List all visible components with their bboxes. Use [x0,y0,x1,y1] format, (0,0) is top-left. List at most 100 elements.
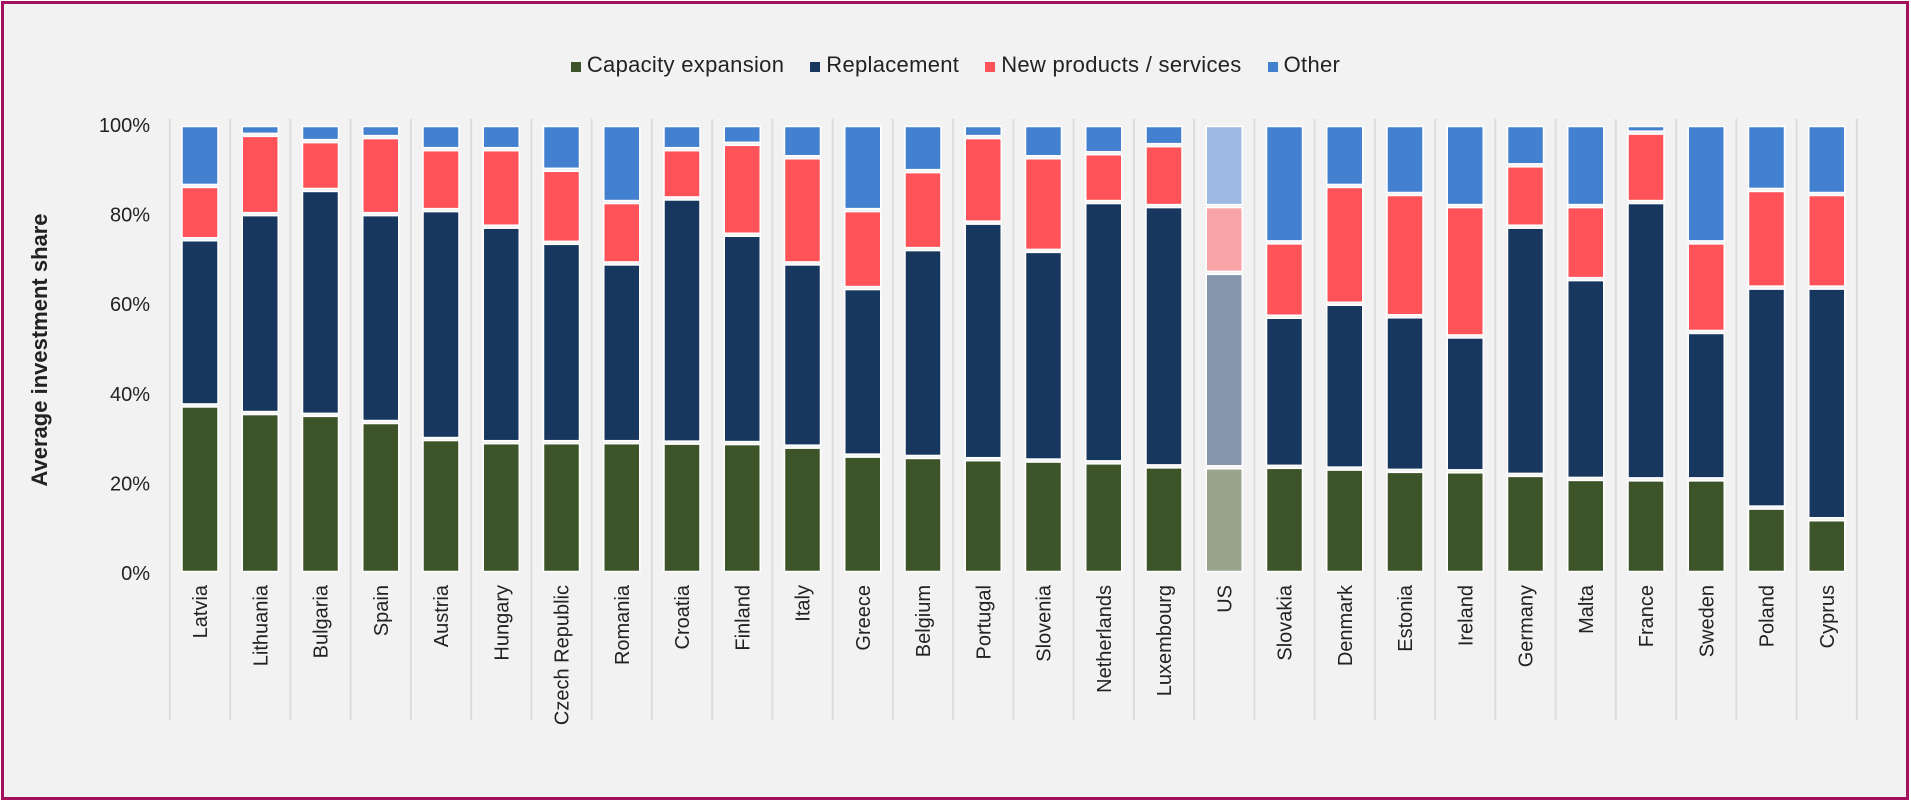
bar-segment-other [241,125,279,135]
bar-segment-replacement [241,214,279,413]
legend-swatch-new-products [985,62,996,72]
bar-segment-new-products-services [663,149,701,198]
bar-segment-replacement [1386,317,1424,471]
x-tick-label: Slovenia [1034,584,1056,662]
bar-segment-new-products-services [1687,243,1725,332]
x-tick-label: Latvia [190,584,212,638]
bar-segment-other [1205,125,1243,206]
bar-segment-replacement [1506,227,1545,475]
bar-segment-capacity-expansion [422,439,460,573]
x-tick-label: Slovakia [1275,584,1297,660]
bar-segment-other [783,125,822,157]
y-tick-label: 20% [110,473,150,495]
bar-segment-replacement [362,214,400,422]
bar-segment-replacement [1446,337,1484,471]
bar-segment-other [1024,125,1063,157]
bar-segment-new-products-services [1265,243,1304,316]
bar-segment-new-products-services [783,158,822,263]
bar-segment-other [181,125,219,186]
bar-segment-capacity-expansion [1446,472,1484,573]
bar-segment-new-products-services [1808,194,1846,287]
bar-segment-new-products-services [1085,153,1123,202]
legend-item-replacement: Replacement [810,52,959,78]
bar-segment-other [422,125,460,149]
bar-segment-new-products-services [1205,206,1243,273]
bar-segment-capacity-expansion [1145,467,1183,573]
legend-label: Capacity expansion [586,52,785,77]
bar-segment-other [1687,125,1725,242]
bar-segment-replacement [904,249,942,457]
bar-segment-capacity-expansion [1747,508,1786,573]
bar-segment-capacity-expansion [1567,479,1605,573]
bar-segment-other [844,125,882,210]
bar-segment-replacement [482,227,520,442]
x-tick-label: Hungary [491,585,513,661]
bar-segment-capacity-expansion [603,442,641,573]
bar-segment-capacity-expansion [1085,463,1123,573]
x-tick-label: Greece [853,585,875,651]
bar-segment-capacity-expansion [241,413,279,573]
bar-segment-capacity-expansion [663,443,701,573]
x-tick-label: Portugal [973,585,995,660]
y-tick-label: 40% [110,384,150,406]
bar-segment-new-products-services [1747,190,1786,287]
bar-segment-replacement [181,239,219,405]
bar-segment-capacity-expansion [362,422,400,573]
legend-item-capacity-expansion: Capacity expansion [570,52,785,78]
x-tick-label: Croatia [672,584,694,649]
bar-segment-replacement [1085,202,1123,462]
bar-segment-new-products-services [964,137,1002,222]
legend-label: Replacement [826,52,960,77]
bar-segment-other [1446,125,1484,206]
bar-segment-replacement [1024,251,1063,460]
bar-segment-replacement [1808,288,1846,519]
bar-segment-new-products-services [1567,206,1605,279]
bar-segment-capacity-expansion [1205,468,1243,573]
x-tick-label: Cyprus [1817,585,1839,648]
bar-segment-other [1265,125,1304,242]
bar-segment-new-products-services [603,202,641,263]
x-tick-label: Bulgaria [311,584,333,658]
bar-segment-capacity-expansion [1627,480,1665,573]
bar-segment-new-products-services [542,170,581,243]
bar-segment-replacement [1627,202,1665,479]
bar-segment-capacity-expansion [1506,475,1545,573]
bar-segment-other [964,125,1002,137]
bar-segment-new-products-services [241,135,279,214]
bar-segment-replacement [1265,317,1304,467]
bar-segment-other [723,125,761,144]
bar-segment-other [1326,125,1364,186]
bar-segment-capacity-expansion [1386,471,1424,573]
x-tick-label: Netherlands [1094,585,1116,693]
bar-segment-new-products-services [422,149,460,210]
bar-segment-other [904,125,942,171]
bar-segment-new-products-services [1145,145,1183,206]
bar-segment-capacity-expansion [904,457,942,573]
bar-segment-new-products-services [1386,194,1424,316]
bar-segment-new-products-services [1446,206,1484,336]
bar-segment-capacity-expansion [1808,519,1846,573]
bar-segment-replacement [301,190,340,415]
legend-label: New products / services [1001,52,1242,77]
bar-segment-replacement [663,199,701,442]
x-tick-label: Sweden [1696,585,1718,657]
bar-segment-other [1506,125,1545,165]
x-tick-label: Poland [1757,585,1779,647]
bar-segment-new-products-services [844,210,882,288]
y-tick-label: 80% [110,205,150,227]
bar-segment-replacement [964,223,1002,459]
y-tick-label: 100% [99,115,150,137]
bar-segment-replacement [422,210,460,439]
bar-segment-other [482,125,520,149]
bar-segment-new-products-services [1326,186,1364,304]
x-tick-label: France [1636,585,1658,647]
bar-segment-new-products-services [482,149,520,226]
bar-segment-other [362,125,400,137]
bar-segment-replacement [603,264,641,442]
bar-segment-replacement [1567,279,1605,479]
bar-segment-other [603,125,641,202]
bar-segment-other [1386,125,1424,194]
bar-segment-replacement [783,264,822,446]
bar-segment-other [663,125,701,149]
bar-segment-capacity-expansion [482,442,520,573]
